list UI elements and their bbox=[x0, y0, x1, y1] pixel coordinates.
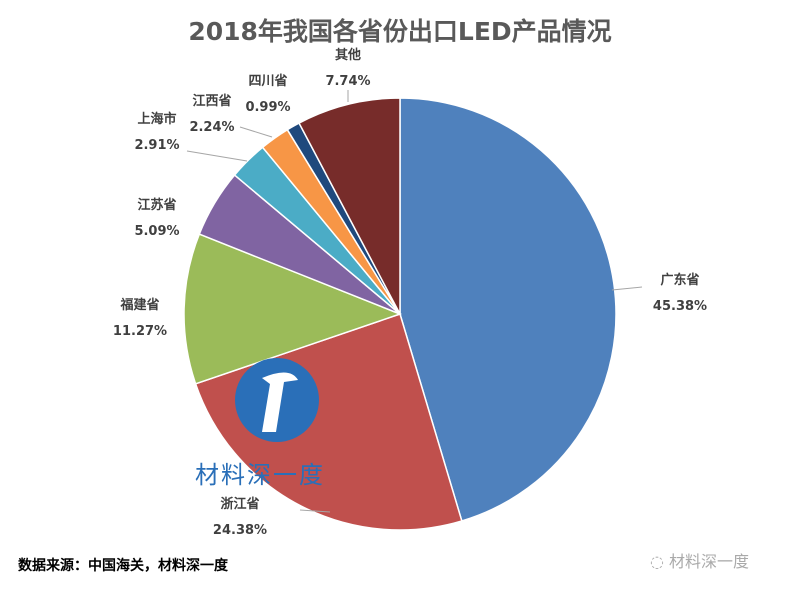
slice-value: 24.38% bbox=[212, 523, 268, 538]
leader-line-1 bbox=[299, 509, 331, 513]
chart-title: 2018年我国各省份出口LED产品情况 bbox=[188, 17, 612, 46]
slice-value: 5.09% bbox=[134, 224, 180, 239]
data-source: 数据来源：中国海关，材料深一度 bbox=[18, 558, 228, 574]
leader-line-0 bbox=[611, 286, 643, 291]
slice-value: 45.38% bbox=[652, 299, 708, 314]
slice-name: 其他 bbox=[334, 48, 362, 63]
data-label-5: 江西省 2.24% bbox=[189, 89, 234, 141]
data-label-3: 江苏省 5.09% bbox=[134, 193, 179, 245]
watermark-text: 材料深一度 bbox=[669, 552, 750, 571]
slice-name: 江西省 bbox=[192, 94, 232, 109]
watermark-logo-mark bbox=[262, 372, 298, 432]
data-label-4: 上海市 2.91% bbox=[134, 107, 179, 159]
data-label-6: 四川省 0.99% bbox=[245, 69, 290, 121]
data-label-2: 福建省 11.27% bbox=[113, 293, 167, 345]
wechat-icon: ◌ bbox=[650, 552, 670, 571]
data-label-0: 广东省 45.38% bbox=[653, 268, 707, 320]
watermark-logo-text: 材料深一度 bbox=[195, 461, 325, 489]
pie-slice-0 bbox=[399, 97, 617, 522]
slice-name: 福建省 bbox=[120, 298, 160, 313]
leader-line-4 bbox=[186, 150, 248, 162]
slice-value: 2.24% bbox=[189, 120, 235, 135]
wechat-watermark: ◌ 材料深一度 bbox=[650, 548, 749, 572]
leader-line-5 bbox=[239, 126, 273, 138]
slice-value: 0.99% bbox=[245, 100, 291, 115]
slice-name: 四川省 bbox=[248, 74, 288, 89]
data-label-7: 其他 7.74% bbox=[325, 43, 370, 95]
pie-slice-2 bbox=[183, 233, 403, 385]
slice-value: 11.27% bbox=[112, 324, 168, 339]
slice-value: 7.74% bbox=[325, 74, 371, 89]
data-label-1: 浙江省 24.38% bbox=[213, 492, 267, 544]
slice-name: 广东省 bbox=[660, 273, 700, 288]
pie-slice-7 bbox=[298, 97, 401, 315]
slice-name: 浙江省 bbox=[220, 497, 260, 512]
slice-value: 2.91% bbox=[134, 138, 180, 153]
slice-name: 上海市 bbox=[137, 112, 177, 127]
slice-name: 江苏省 bbox=[137, 198, 177, 213]
